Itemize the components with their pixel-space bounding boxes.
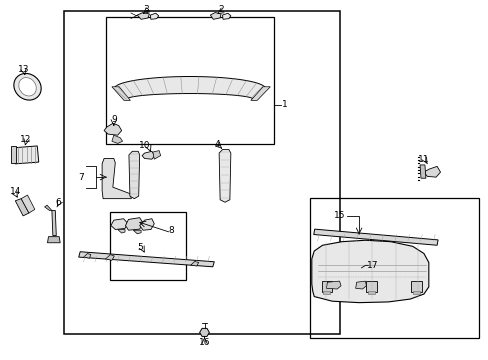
Polygon shape <box>142 151 155 159</box>
Polygon shape <box>125 218 143 230</box>
Polygon shape <box>118 229 125 233</box>
Text: 4: 4 <box>214 140 220 149</box>
Polygon shape <box>419 165 425 178</box>
Polygon shape <box>21 195 35 213</box>
Text: 3: 3 <box>143 5 148 14</box>
Bar <box>367 291 374 294</box>
Bar <box>366 281 376 292</box>
Bar <box>412 291 419 294</box>
Polygon shape <box>15 199 29 216</box>
Polygon shape <box>112 87 130 100</box>
Bar <box>105 17 273 144</box>
Text: 5: 5 <box>137 243 142 252</box>
Polygon shape <box>313 229 437 245</box>
Polygon shape <box>210 13 221 19</box>
Polygon shape <box>114 77 265 99</box>
Bar <box>323 291 330 294</box>
Polygon shape <box>79 252 214 267</box>
Text: 12: 12 <box>20 135 32 144</box>
Text: 1: 1 <box>281 100 287 109</box>
Bar <box>11 145 16 163</box>
Polygon shape <box>102 158 131 199</box>
Text: 6: 6 <box>55 198 61 207</box>
Bar <box>310 198 478 338</box>
Bar <box>410 281 421 292</box>
Polygon shape <box>250 87 270 100</box>
Text: 10: 10 <box>139 141 150 150</box>
Text: 9: 9 <box>111 115 117 124</box>
Polygon shape <box>83 253 91 258</box>
Polygon shape <box>111 219 127 229</box>
Ellipse shape <box>14 73 41 100</box>
Bar <box>64 12 339 334</box>
Text: 14: 14 <box>10 187 21 196</box>
Polygon shape <box>326 281 340 289</box>
Polygon shape <box>52 211 56 235</box>
Polygon shape <box>219 149 230 202</box>
Polygon shape <box>137 13 149 19</box>
Polygon shape <box>112 135 122 143</box>
Text: 17: 17 <box>366 261 377 270</box>
Polygon shape <box>190 261 198 266</box>
Text: 15: 15 <box>333 211 345 220</box>
Bar <box>321 281 331 292</box>
Polygon shape <box>222 13 230 19</box>
Ellipse shape <box>19 77 36 96</box>
Text: 13: 13 <box>19 65 30 74</box>
Polygon shape <box>355 281 366 289</box>
Text: 11: 11 <box>417 155 429 164</box>
Polygon shape <box>104 123 122 135</box>
Polygon shape <box>423 166 440 177</box>
Text: 16: 16 <box>198 338 210 347</box>
Polygon shape <box>345 265 371 279</box>
Polygon shape <box>199 328 209 337</box>
Polygon shape <box>129 151 140 199</box>
Text: 7: 7 <box>78 173 84 182</box>
Polygon shape <box>133 230 141 234</box>
Text: 8: 8 <box>168 226 174 235</box>
Polygon shape <box>47 237 60 243</box>
Polygon shape <box>153 150 160 159</box>
Polygon shape <box>311 240 428 303</box>
Polygon shape <box>150 13 158 19</box>
Polygon shape <box>105 255 114 260</box>
Bar <box>110 212 185 280</box>
Polygon shape <box>140 219 154 230</box>
Text: 2: 2 <box>218 5 224 14</box>
Polygon shape <box>14 146 39 164</box>
Polygon shape <box>44 205 52 211</box>
